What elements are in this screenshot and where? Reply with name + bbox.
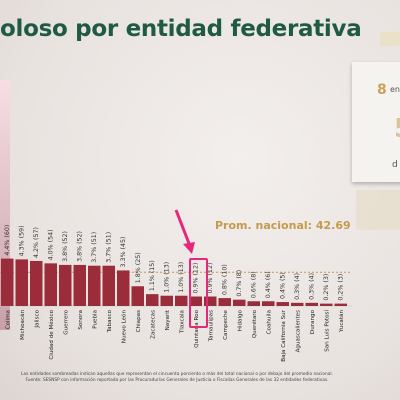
bar-san-luis-potos- [320,303,333,306]
bar-jalisco [30,260,43,306]
category-label: Sonora [78,310,84,330]
decorative-tab [380,32,400,46]
footer-note: Las entidades sombreadas indican aquella… [12,372,342,384]
left-panel [0,80,10,330]
bar-sonora [73,264,86,306]
bar-aguascalientes [291,302,304,306]
category-label: Chiapas [136,310,142,332]
category-label: Querétaro [251,309,258,338]
data-label: 0.3% (4) [294,273,301,300]
data-label: 0.9% (12) [207,263,214,294]
bar-baja-california-sur [276,302,289,306]
bar-colima [1,258,14,306]
category-label: Nuevo León [120,310,127,344]
data-label: 4.3% (59) [19,225,26,256]
bar-tlaxcala [175,295,188,306]
bar-hidalgo [233,299,246,306]
category-label: Zacatecas [150,310,156,339]
footer-line-2: Fuente: SESNSP con información reportada… [25,378,329,383]
category-label: Hidalgo [237,309,243,331]
data-label: 3.8% (52) [62,231,69,262]
data-label: 0.4% (6) [265,271,272,298]
bar-zacatecas [146,294,159,306]
category-label: Guerrero [63,309,69,334]
data-label: 0.6% (8) [251,271,258,298]
category-label: Tlaxcala [179,310,185,334]
category-label: Baja California Sur [281,309,287,361]
data-label: 1.0% (13) [164,262,171,293]
data-label: 4.2% (57) [33,227,40,258]
side-card: 8 en 5 d [352,62,400,182]
data-label: 4.4% (60) [4,225,11,256]
category-label: Aguascalientes [295,310,301,352]
data-label: 0.8% (10) [222,264,229,295]
bar-quintana-roo [189,296,202,306]
chart-title: oloso por entidad federativa [0,16,362,42]
bar-campeche [218,298,231,306]
bar-tamaulipas [204,296,217,306]
data-label: 1.1% (15) [149,260,156,291]
data-label: 0.7% (8) [236,270,243,297]
category-label: Nayarit [165,309,171,330]
category-label: Tabasco [107,309,113,333]
side-card-text: en [390,85,400,94]
category-label: Jalisco [34,309,40,328]
bar-quer-taro [247,301,260,306]
side-card-small: d [392,160,398,170]
category-label: Quintana Roo [194,309,200,347]
bar-nayarit [160,295,173,306]
category-label: Ciudad de México [48,309,55,359]
category-label: Colima [5,310,11,329]
data-label: 3.7% (51) [91,232,98,263]
bar-guerrero [59,264,72,306]
data-label: 0.2% (3) [323,274,330,301]
data-label: 3.7% (51) [106,232,113,263]
data-label: 1.0% (13) [178,262,185,293]
national-average-label: Prom. nacional: 42.69 [215,219,351,232]
category-label: Coahuila [266,310,272,334]
bar-michoac-n [15,259,28,306]
data-label: 1.8% (25) [135,252,142,283]
decorative-card [356,190,400,230]
footer-line-1: Las entidades sombreadas indican aquella… [21,372,333,377]
category-label: Campeche [223,309,229,339]
data-label: 0.9% (12) [193,263,200,294]
bar-coahuila [262,301,275,306]
side-card-number: 8 [377,82,387,98]
bar-nuevo-le-n [117,270,130,306]
data-label: 4.0% (54) [48,229,55,260]
bar-durango [305,302,318,306]
category-label: Puebla [92,310,98,329]
pointer-arrow-icon [174,209,195,254]
bar-chiapas [131,286,144,306]
highlight-box [189,258,208,328]
data-label: 0.2% (3) [338,274,345,301]
bar-ciudad-de-m-xico [44,263,57,306]
category-label: Tamaulipas [208,310,214,342]
bar-yucat-n [334,303,347,306]
category-label: San Luis Potosí [323,310,330,352]
data-label: 0.3% (4) [309,273,316,300]
category-label: Michoacán [19,310,26,340]
data-label: 0.4% (5) [280,272,287,299]
category-label: Durango [310,309,316,334]
category-label: Yucatán [338,310,345,333]
data-label: 3.3% (45) [120,237,127,268]
bar-tabasco [102,265,115,306]
side-card-glyph: 5 [394,114,400,144]
bar-puebla [88,265,101,306]
data-label: 3.8% (52) [77,231,84,262]
